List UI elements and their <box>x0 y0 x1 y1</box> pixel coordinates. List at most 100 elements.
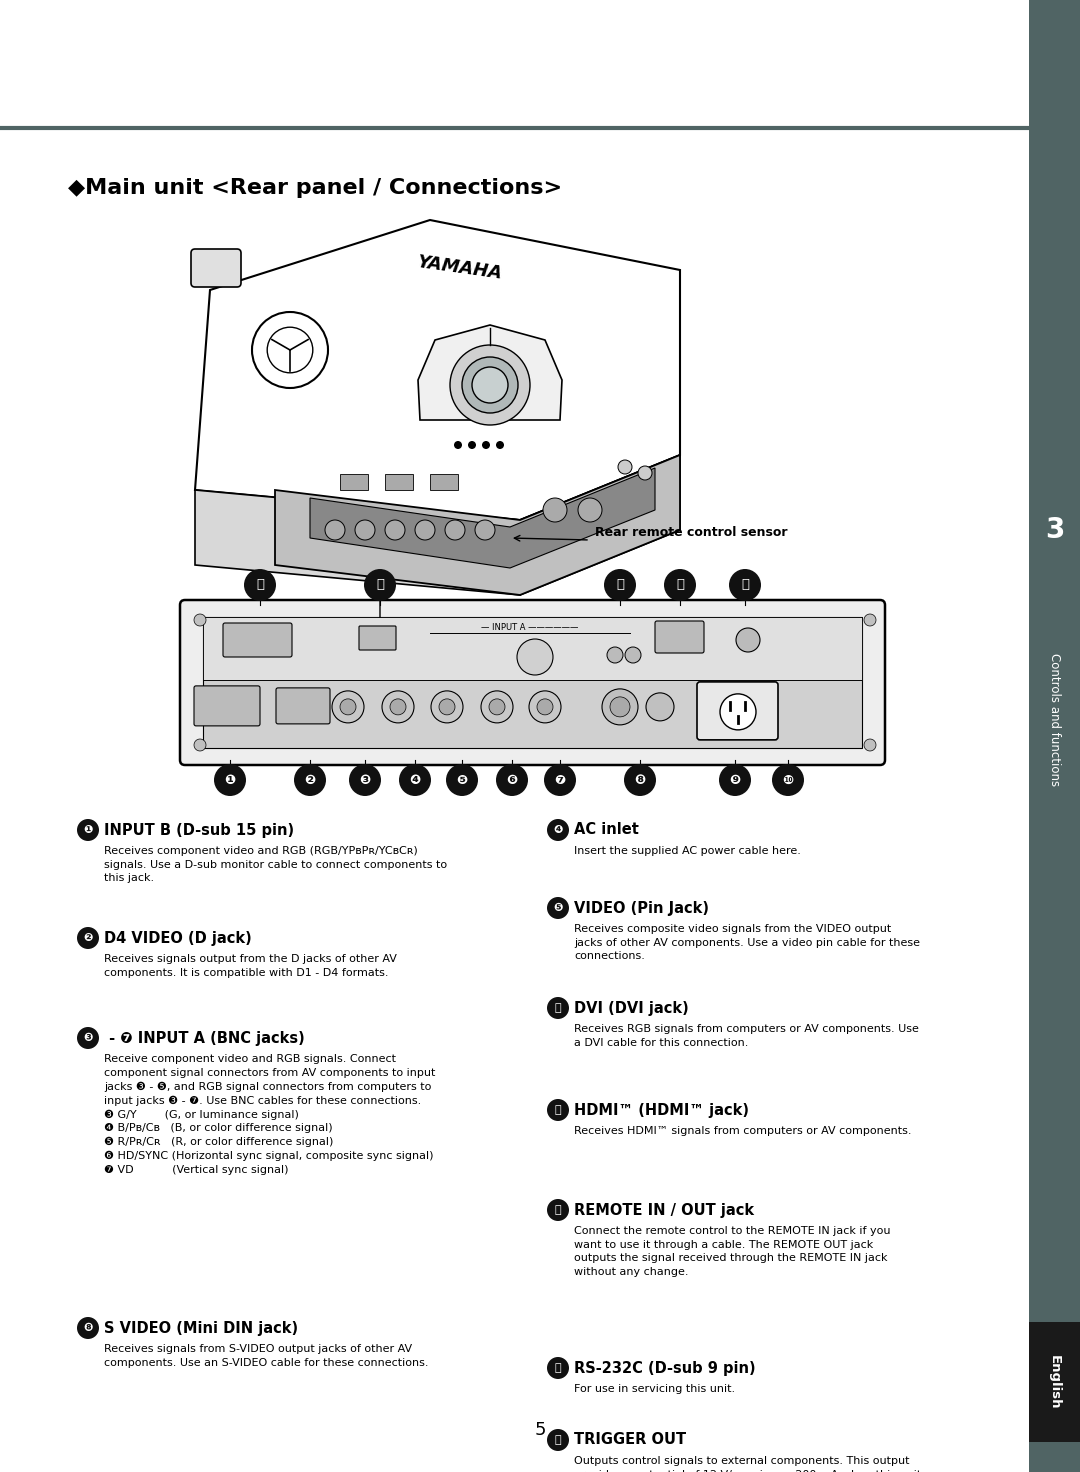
Text: ⑪: ⑪ <box>555 1002 562 1013</box>
FancyBboxPatch shape <box>276 687 330 724</box>
Circle shape <box>720 693 756 730</box>
Text: D4 VIDEO (D jack): D4 VIDEO (D jack) <box>104 930 252 945</box>
Circle shape <box>349 764 381 796</box>
Text: Rear remote control sensor: Rear remote control sensor <box>595 526 787 539</box>
Circle shape <box>735 629 760 652</box>
Text: Receives signals from S-VIDEO output jacks of other AV
components. Use an S-VIDE: Receives signals from S-VIDEO output jac… <box>104 1344 429 1367</box>
Bar <box>430 474 458 490</box>
FancyBboxPatch shape <box>191 249 241 287</box>
Text: ◆Main unit <Rear panel / Connections>: ◆Main unit <Rear panel / Connections> <box>68 178 562 199</box>
Text: ⑭: ⑭ <box>676 578 684 592</box>
FancyBboxPatch shape <box>697 682 778 740</box>
Circle shape <box>445 520 465 540</box>
Circle shape <box>496 764 528 796</box>
Circle shape <box>77 1317 99 1340</box>
Circle shape <box>537 699 553 715</box>
Circle shape <box>544 764 576 796</box>
Circle shape <box>618 459 632 474</box>
Circle shape <box>438 699 455 715</box>
Polygon shape <box>195 490 519 595</box>
Circle shape <box>481 690 513 723</box>
Text: RS-232C (D-sub 9 pin): RS-232C (D-sub 9 pin) <box>573 1360 756 1375</box>
Text: Receives component video and RGB (RGB/YPʙPʀ/YCʙCʀ)
signals. Use a D-sub monitor : Receives component video and RGB (RGB/YP… <box>104 846 447 883</box>
Text: ❾: ❾ <box>729 773 741 786</box>
Text: ❶: ❶ <box>83 824 93 835</box>
Polygon shape <box>310 468 654 568</box>
Text: HDMI™ (HDMI™ jack): HDMI™ (HDMI™ jack) <box>573 1103 750 1117</box>
Circle shape <box>77 1027 99 1050</box>
Text: DVI (DVI jack): DVI (DVI jack) <box>573 1001 689 1016</box>
Text: ❺: ❺ <box>553 902 563 913</box>
Circle shape <box>517 639 553 676</box>
Circle shape <box>462 358 518 414</box>
Circle shape <box>646 693 674 721</box>
Circle shape <box>294 764 326 796</box>
Circle shape <box>399 764 431 796</box>
Bar <box>384 474 413 490</box>
Circle shape <box>546 1357 569 1379</box>
Text: ⑫: ⑫ <box>376 578 384 592</box>
FancyBboxPatch shape <box>194 686 260 726</box>
Circle shape <box>244 570 276 601</box>
FancyBboxPatch shape <box>180 601 885 765</box>
Text: ⑬: ⑬ <box>555 1206 562 1214</box>
FancyBboxPatch shape <box>203 617 862 748</box>
Circle shape <box>489 699 505 715</box>
Circle shape <box>625 648 642 662</box>
Circle shape <box>624 764 656 796</box>
Text: TRIGGER OUT: TRIGGER OUT <box>573 1432 686 1447</box>
Circle shape <box>364 570 396 601</box>
Circle shape <box>472 367 508 403</box>
Text: ❸: ❸ <box>360 773 370 786</box>
Text: VIDEO (Pin Jack): VIDEO (Pin Jack) <box>573 901 708 916</box>
FancyBboxPatch shape <box>359 626 396 651</box>
Text: ⑮: ⑮ <box>741 578 750 592</box>
Circle shape <box>529 690 561 723</box>
Circle shape <box>546 896 569 919</box>
Circle shape <box>772 764 804 796</box>
Circle shape <box>325 520 345 540</box>
Text: ❹: ❹ <box>409 773 420 786</box>
Text: Receive component video and RGB signals. Connect
component signal connectors fro: Receive component video and RGB signals.… <box>104 1054 435 1175</box>
Circle shape <box>604 570 636 601</box>
Circle shape <box>578 498 602 523</box>
Circle shape <box>431 690 463 723</box>
Bar <box>1029 0 1080 1472</box>
Circle shape <box>340 699 356 715</box>
Text: ⑭: ⑭ <box>555 1363 562 1373</box>
Circle shape <box>468 442 476 449</box>
Text: REMOTE IN / OUT jack: REMOTE IN / OUT jack <box>573 1203 754 1217</box>
Text: AC inlet: AC inlet <box>573 823 639 838</box>
Text: Receives HDMI™ signals from computers or AV components.: Receives HDMI™ signals from computers or… <box>573 1126 912 1136</box>
Text: For use in servicing this unit.: For use in servicing this unit. <box>573 1384 735 1394</box>
Circle shape <box>482 442 490 449</box>
Text: YAMAHA: YAMAHA <box>416 253 503 283</box>
Text: English: English <box>1048 1354 1062 1409</box>
Circle shape <box>607 648 623 662</box>
Circle shape <box>729 570 761 601</box>
Polygon shape <box>418 325 562 420</box>
Text: Insert the supplied AC power cable here.: Insert the supplied AC power cable here. <box>573 846 801 857</box>
Text: ⑪: ⑪ <box>256 578 264 592</box>
Text: Receives composite video signals from the VIDEO output
jacks of other AV compone: Receives composite video signals from th… <box>573 924 920 961</box>
Text: 3: 3 <box>1045 517 1064 545</box>
Circle shape <box>384 520 405 540</box>
Text: Outputs control signals to external components. This output
provides a potential: Outputs control signals to external comp… <box>573 1456 921 1472</box>
Circle shape <box>382 690 414 723</box>
Circle shape <box>543 498 567 523</box>
Text: ❺: ❺ <box>457 773 468 786</box>
Bar <box>340 474 368 490</box>
Text: ❽: ❽ <box>634 773 646 786</box>
Circle shape <box>194 739 206 751</box>
Circle shape <box>454 442 462 449</box>
Circle shape <box>864 739 876 751</box>
Circle shape <box>638 467 652 480</box>
Text: ⑫: ⑫ <box>555 1105 562 1114</box>
Circle shape <box>77 927 99 949</box>
Circle shape <box>546 1100 569 1122</box>
Polygon shape <box>275 455 680 595</box>
Bar <box>1029 1322 1080 1443</box>
Text: S VIDEO (Mini DIN jack): S VIDEO (Mini DIN jack) <box>104 1320 298 1335</box>
Text: INPUT B (D-sub 15 pin): INPUT B (D-sub 15 pin) <box>104 823 294 838</box>
Circle shape <box>546 1200 569 1220</box>
